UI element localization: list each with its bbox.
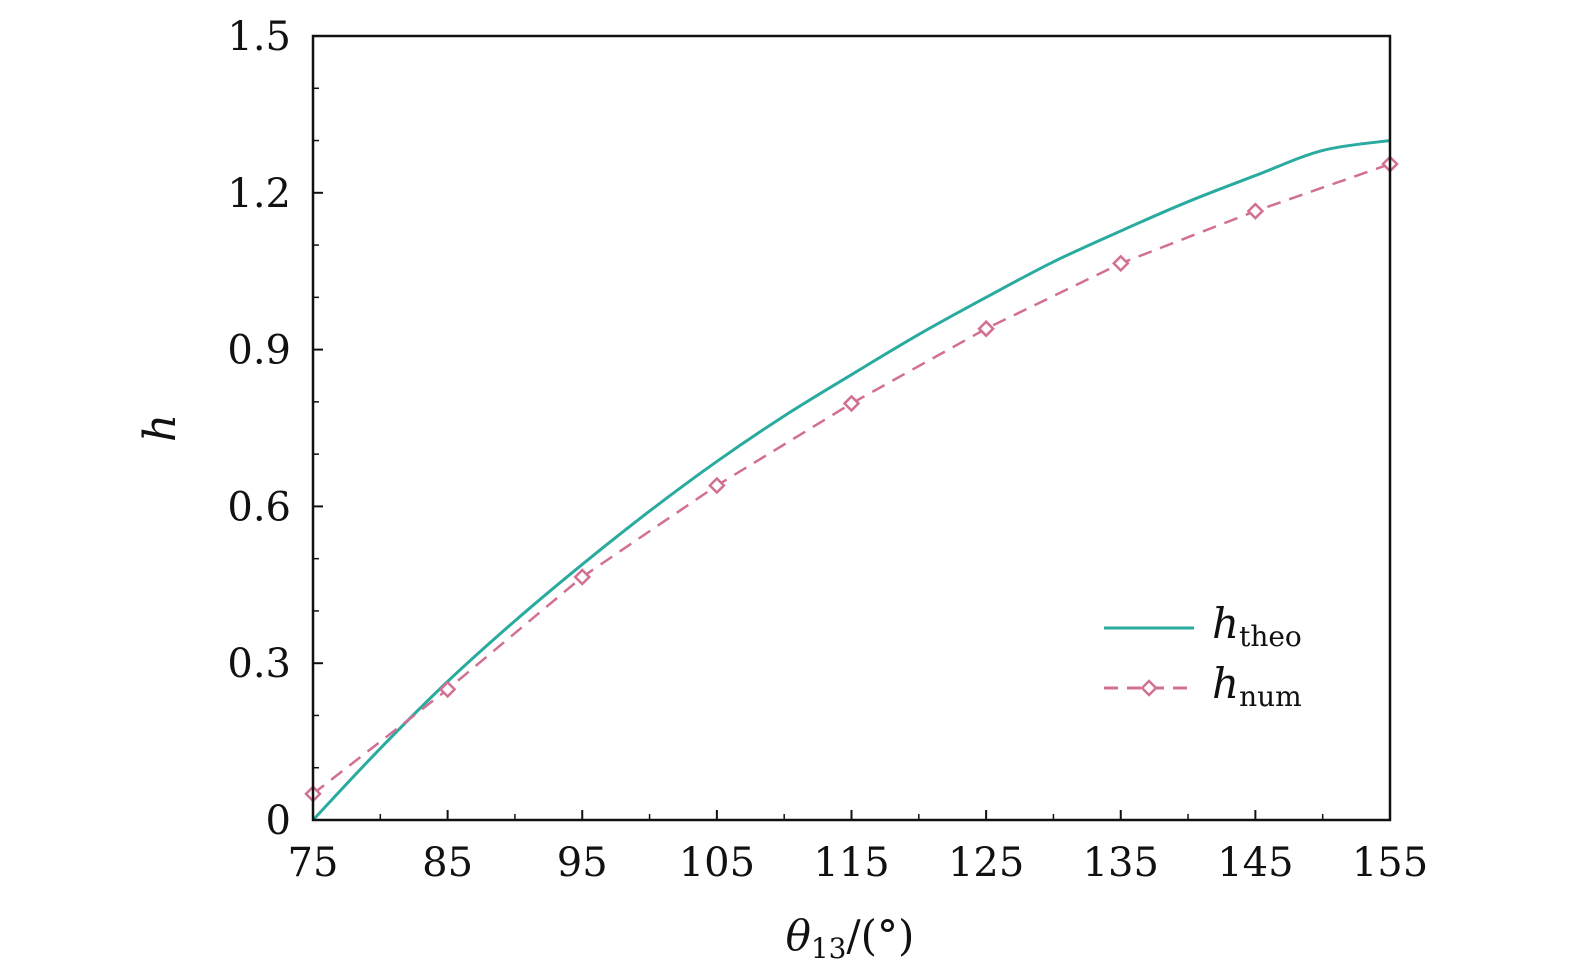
x-axis-title-sub: 13 <box>811 932 847 965</box>
y-tick-label: 0.3 <box>227 641 291 687</box>
x-axis-title: θ13/(°) <box>786 911 915 965</box>
x-tick-label: 105 <box>679 840 755 886</box>
legend-label-num-sub: num <box>1239 680 1302 713</box>
x-tick-label: 115 <box>813 840 889 886</box>
x-tick-label: 85 <box>422 840 473 886</box>
legend-label-num: hnum <box>1212 659 1302 713</box>
data-point-num <box>1111 254 1130 273</box>
series-line-theo <box>311 139 1391 822</box>
y-tick-label: 1.5 <box>227 14 291 60</box>
legend-marker-num <box>1140 679 1158 697</box>
plot-frame <box>311 34 1392 822</box>
legend-label-theo-main: h <box>1212 599 1239 648</box>
series-line-num <box>312 162 1391 795</box>
y-tick-label: 0.9 <box>227 328 291 374</box>
data-point-num <box>708 476 726 495</box>
x-tick-label: 125 <box>948 840 1024 886</box>
y-tick-label: 0.6 <box>227 484 291 530</box>
x-tick-label: 95 <box>557 840 608 886</box>
legend-label-theo-sub: theo <box>1239 620 1302 653</box>
x-tick-label: 135 <box>1083 840 1159 886</box>
x-tick-label: 155 <box>1352 840 1428 886</box>
data-point-num <box>977 319 995 338</box>
x-tick-label: 75 <box>288 840 339 886</box>
data-point-num <box>573 568 592 586</box>
data-point-num <box>438 680 457 699</box>
y-tick-label: 0 <box>266 798 291 844</box>
data-point-num <box>842 394 861 413</box>
plot-area <box>304 139 1399 822</box>
y-axis-title: h <box>135 414 186 442</box>
x-tick-label: 145 <box>1217 840 1293 886</box>
ticks-layer: 75 85 95 105 115 125 135 145 155 0 0.3 0.6 0.9 1.2 1.5 <box>227 14 1428 886</box>
legend: htheo hnum <box>1104 599 1302 713</box>
legend-label-theo: htheo <box>1212 599 1302 653</box>
x-axis-title-main: θ <box>786 911 811 960</box>
y-tick-label: 1.2 <box>227 171 291 217</box>
x-axis-title-suffix: /(°) <box>847 911 915 960</box>
legend-label-num-main: h <box>1212 659 1239 708</box>
data-point-num <box>1246 202 1265 220</box>
